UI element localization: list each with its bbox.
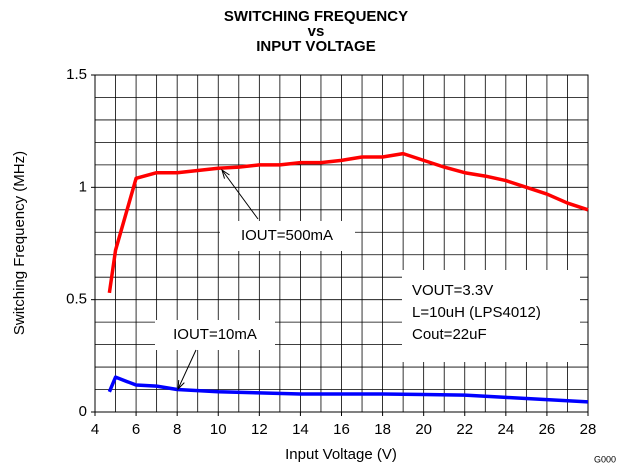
x-tick-label: 26 xyxy=(539,421,556,438)
x-tick-label: 16 xyxy=(333,421,350,438)
x-tick-label: 20 xyxy=(415,421,432,438)
series-line xyxy=(107,375,589,404)
annotation-box xyxy=(220,221,355,251)
x-tick-label: 28 xyxy=(580,421,597,438)
x-tick-label: 8 xyxy=(173,421,181,438)
series-label: IOUT=500mA xyxy=(241,227,333,244)
y-tick-label: 1.5 xyxy=(66,66,87,83)
x-tick-label: 12 xyxy=(251,421,268,438)
x-axis-label: Input Voltage (V) xyxy=(285,446,397,463)
series-label: IOUT=10mA xyxy=(173,326,257,343)
x-tick-label: 18 xyxy=(374,421,391,438)
series-line xyxy=(107,151,589,294)
chart-title: vs xyxy=(308,23,325,40)
annotation-text: Cout=22uF xyxy=(412,326,487,343)
x-tick-label: 22 xyxy=(456,421,473,438)
x-tick-label: 6 xyxy=(132,421,140,438)
annotation-box xyxy=(402,270,580,362)
y-tick-label: 0 xyxy=(79,403,87,420)
y-axis-label: Switching Frequency (MHz) xyxy=(11,151,28,335)
x-tick-label: 14 xyxy=(292,421,309,438)
x-tick-label: 10 xyxy=(210,421,227,438)
x-tick-label: 4 xyxy=(91,421,99,438)
annotation-text: VOUT=3.3V xyxy=(412,282,493,299)
y-tick-label: 0.5 xyxy=(66,291,87,308)
x-tick-label: 24 xyxy=(497,421,514,438)
annotation-arrow xyxy=(177,349,197,390)
chart-title: SWITCHING FREQUENCY xyxy=(224,8,408,25)
annotation-arrow xyxy=(221,169,259,220)
annotation-arrowhead xyxy=(221,168,230,179)
chart-title: INPUT VOLTAGE xyxy=(256,38,375,55)
y-tick-label: 1 xyxy=(79,178,87,195)
annotation-arrowhead xyxy=(177,379,185,391)
footnote: G000 xyxy=(594,454,616,464)
annotation-text: L=10uH (LPS4012) xyxy=(412,304,541,321)
annotation-box xyxy=(155,320,275,350)
